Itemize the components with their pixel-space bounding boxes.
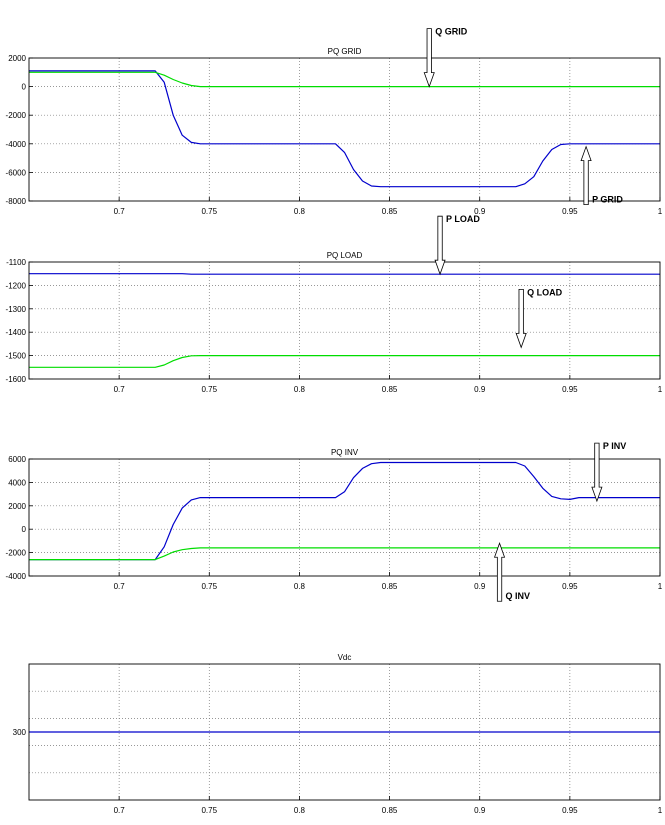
x-tick-label: 1 (658, 582, 663, 591)
x-tick-label: 0.9 (474, 582, 486, 591)
x-tick-label: 0.85 (382, 385, 398, 394)
x-tick-label: 0.75 (201, 582, 217, 591)
x-tick-label: 0.8 (294, 207, 306, 216)
y-tick-label: -4000 (6, 140, 27, 149)
x-tick-label: 0.75 (201, 207, 217, 216)
annotation-label: Q INV (506, 591, 531, 601)
annotation-label: P GRID (592, 195, 623, 205)
x-tick-label: 0.7 (114, 385, 126, 394)
annotation-arrow (434, 215, 446, 276)
series-line-1 (29, 70, 660, 188)
y-tick-label: -1400 (6, 328, 27, 337)
y-tick-label: 6000 (8, 455, 26, 464)
y-tick-label: -6000 (6, 168, 27, 177)
y-tick-label: -1200 (6, 281, 27, 290)
y-tick-label: -1500 (6, 352, 27, 361)
x-tick-label: 1 (658, 207, 663, 216)
x-tick-label: 0.8 (294, 806, 306, 815)
plot-area (29, 58, 660, 201)
plot-frame (28, 261, 661, 380)
y-tick-label: -8000 (6, 197, 27, 206)
plot-area (29, 262, 660, 379)
annotation-arrow (591, 442, 603, 503)
x-tick-label: 0.8 (294, 385, 306, 394)
x-tick-label: 0.85 (382, 582, 398, 591)
x-tick-label: 0.95 (562, 207, 578, 216)
y-tick-label: -1300 (6, 305, 27, 314)
annotation-label: Q LOAD (527, 287, 562, 297)
y-tick-label: 0 (22, 83, 27, 92)
annotation-label: Q GRID (435, 27, 468, 37)
x-tick-label: 0.75 (201, 806, 217, 815)
x-tick-label: 0.8 (294, 582, 306, 591)
x-tick-label: 0.95 (562, 582, 578, 591)
y-tick-label: -1600 (6, 375, 27, 384)
y-tick-label: 300 (13, 728, 27, 737)
plot-frame (28, 57, 661, 202)
x-tick-label: 1 (658, 385, 663, 394)
panel-3: PQ INV 0.7 0.75 0.8 0.85 0.9 0.95 1 6000 4000 2000… (6, 441, 663, 602)
series-line-1 (29, 273, 660, 275)
chart-title: PQ GRID (328, 47, 362, 56)
series-line-2 (29, 71, 660, 88)
x-tick-label: 1 (658, 806, 663, 815)
panel-4: Vdc 0.7 0.75 0.8 0.85 0.9 0.95 1 300 (13, 653, 663, 815)
annotation-arrow (423, 28, 435, 88)
plot-area (29, 459, 660, 576)
x-tick-label: 0.7 (114, 806, 126, 815)
annotation-arrow (515, 289, 527, 349)
annotation-label: P INV (603, 441, 626, 451)
plot-frame (28, 663, 661, 801)
y-tick-label: 2000 (8, 502, 26, 511)
y-tick-label: -2000 (6, 111, 27, 120)
plot-frame (28, 458, 661, 577)
y-tick-label: 0 (22, 525, 27, 534)
y-tick-label: -1100 (6, 258, 26, 267)
y-tick-label: -2000 (6, 549, 27, 558)
x-tick-label: 0.7 (114, 207, 126, 216)
y-tick-label: -4000 (6, 572, 27, 581)
chart-title: PQ INV (331, 448, 359, 457)
y-tick-label: 4000 (8, 478, 26, 487)
x-tick-label: 0.75 (201, 385, 217, 394)
x-tick-label: 0.95 (562, 385, 578, 394)
x-tick-label: 0.85 (382, 806, 398, 815)
series-line-2 (29, 547, 660, 561)
x-tick-label: 0.85 (382, 207, 398, 216)
x-tick-label: 0.9 (474, 806, 486, 815)
panel-1: PQ GRID 0.7 0.75 0.8 0.85 0.9 0.95 1 2000 0 -2000 -… (6, 27, 663, 216)
series-line-1 (29, 461, 660, 561)
annotation-arrow (493, 542, 506, 602)
annotation-arrow (580, 145, 592, 206)
x-tick-label: 0.95 (562, 806, 578, 815)
chart-title: Vdc (338, 653, 352, 662)
chart-title: PQ LOAD (327, 251, 363, 260)
x-tick-label: 0.7 (114, 582, 126, 591)
y-tick-label: 2000 (8, 54, 26, 63)
x-tick-label: 0.9 (474, 385, 486, 394)
panel-2: PQ LOAD 0.7 0.75 0.8 0.85 0.9 0.95 1 -1100 -1200 -… (6, 214, 663, 394)
series-line-2 (29, 355, 660, 368)
x-tick-label: 0.9 (474, 207, 486, 216)
annotation-label: P LOAD (446, 214, 480, 224)
